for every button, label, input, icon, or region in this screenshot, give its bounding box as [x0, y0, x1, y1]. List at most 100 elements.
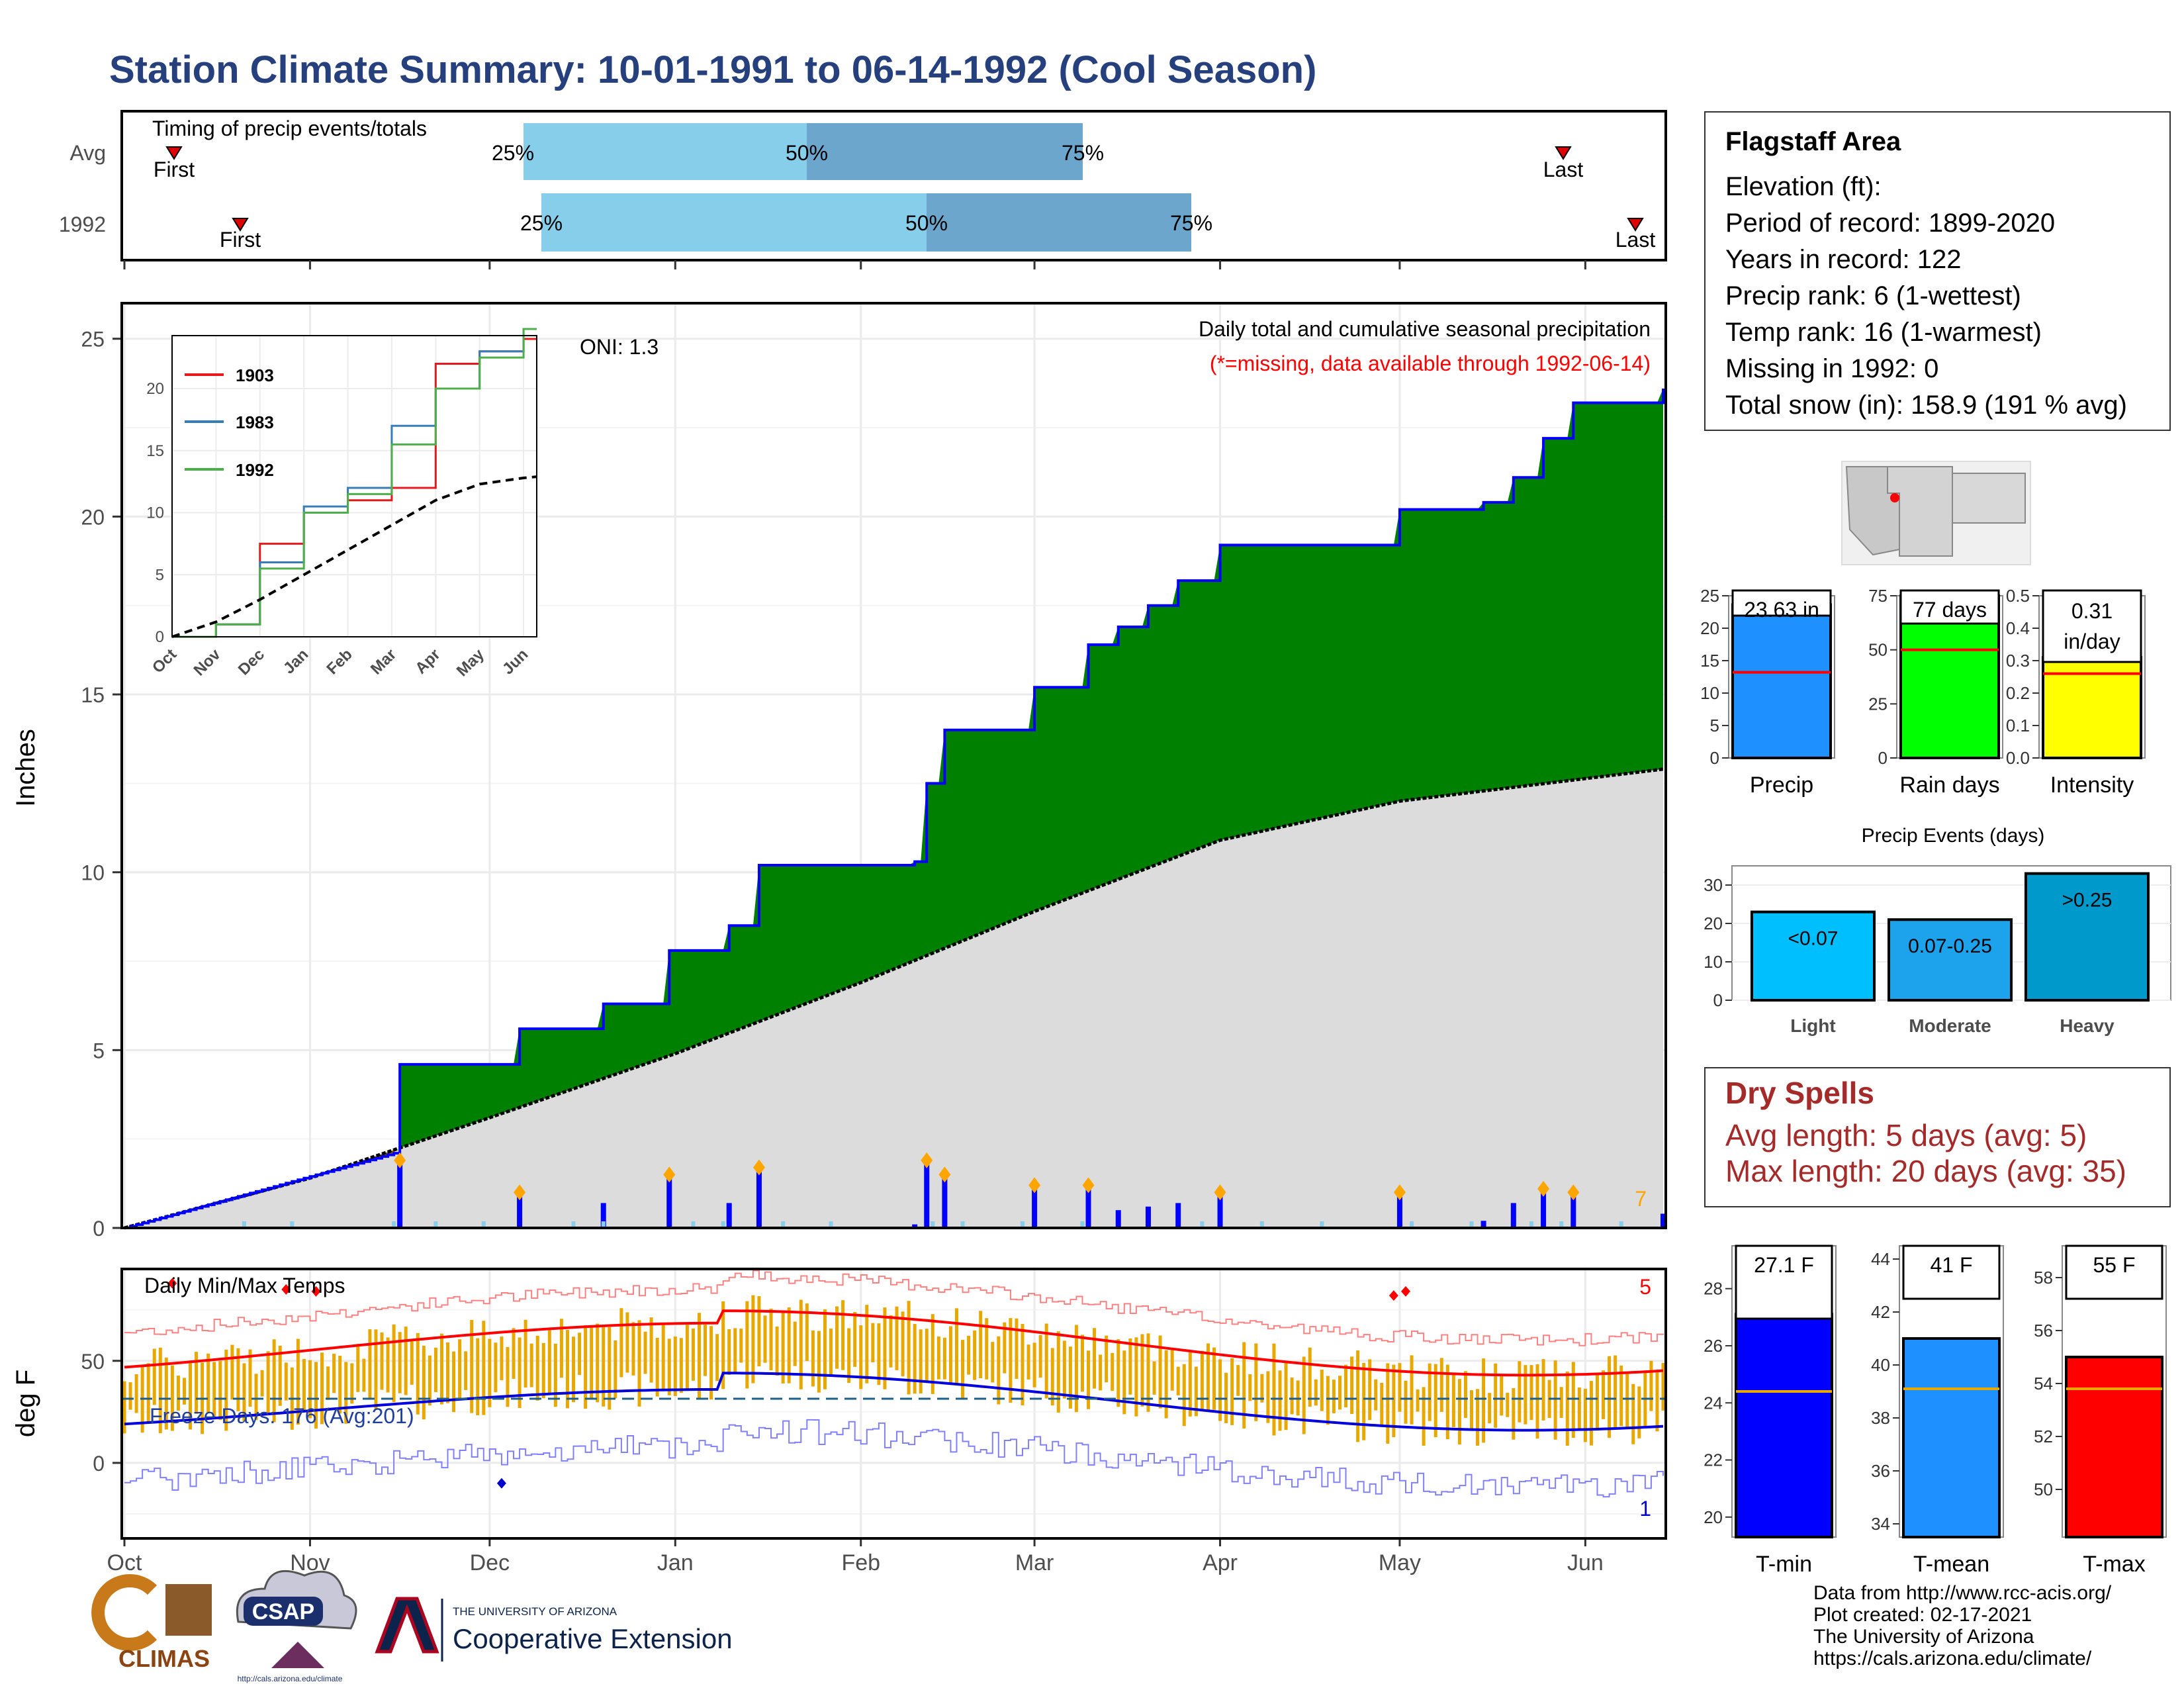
daily-temp-bar	[1476, 1389, 1480, 1446]
daily-temp-bar	[1368, 1359, 1372, 1421]
ua-big-text: Cooperative Extension	[453, 1623, 733, 1654]
inset-series-line	[171, 475, 537, 638]
daily-temp-bar	[871, 1323, 875, 1362]
daily-temp-bar	[1482, 1358, 1486, 1443]
daily-temp-bar	[1272, 1343, 1276, 1436]
inset-frame-bg	[171, 335, 537, 637]
precip-ytick-label: 10	[81, 861, 105, 885]
daily-temp-bar	[895, 1306, 899, 1370]
daily-temp-bar	[332, 1354, 336, 1393]
station-temp-rank: Temp rank: 16 (1-warmest)	[1725, 318, 2042, 347]
daily-temp-bar	[973, 1330, 977, 1380]
precip-ylabel: Inches	[11, 729, 40, 807]
record-high-marker	[1400, 1286, 1410, 1297]
daily-temp-bar	[1068, 1346, 1072, 1409]
daily-temp-bar	[967, 1335, 971, 1375]
events-bar-label: 0.07-0.25	[1908, 935, 1992, 957]
daily-temp-bar	[655, 1337, 659, 1397]
daily-temp-bar	[602, 1326, 606, 1407]
record-max-line	[124, 1270, 1664, 1346]
daily-precip-bar	[756, 1167, 762, 1228]
daily-temp-bar	[1500, 1375, 1504, 1416]
location-map	[1841, 461, 2031, 565]
daily-temp-bar	[278, 1345, 282, 1406]
summary-bar-tick-label: 58	[2034, 1268, 2053, 1288]
summary-bar-tick-label: 38	[1871, 1408, 1890, 1428]
ua-a-mark	[375, 1597, 439, 1654]
daily-temp-bar	[1470, 1390, 1474, 1431]
daily-temp-bar	[1488, 1393, 1492, 1424]
daily-temp-bar	[661, 1323, 665, 1389]
month-label: Feb	[841, 1550, 880, 1575]
daily-temp-bar	[1602, 1370, 1606, 1419]
daily-temp-bar	[1302, 1356, 1306, 1434]
daily-precip-bar-light	[1410, 1221, 1414, 1228]
daily-temp-bar	[1218, 1359, 1222, 1421]
daily-precip-bar	[1085, 1185, 1091, 1228]
daily-temp-bar	[506, 1346, 510, 1407]
daily-temp-bar	[1577, 1387, 1581, 1429]
daily-temp-bar	[877, 1323, 881, 1385]
summary-bar-tick-label: 20	[1704, 1507, 1723, 1527]
summary-bar-value-label: 23.63 in	[1744, 598, 1819, 622]
daily-temp-bar	[1553, 1360, 1557, 1440]
timing-1992-50-75-bar	[927, 193, 1191, 252]
daily-temp-bar	[1038, 1335, 1042, 1378]
station-period: Period of record: 1899-2020	[1725, 209, 2056, 238]
daily-temp-bar	[1188, 1352, 1192, 1417]
inset-ytick-label: 10	[146, 504, 164, 522]
daily-temp-bar	[380, 1332, 384, 1390]
daily-precip-bar	[600, 1203, 606, 1228]
daily-temp-bar	[565, 1330, 569, 1409]
heavy-day-marker	[752, 1159, 765, 1176]
summary-bar-tick-label: 0.5	[2006, 586, 2030, 606]
inset-series-line	[172, 328, 537, 638]
daily-temp-bar	[954, 1308, 958, 1383]
map-state-nm	[1887, 466, 1953, 557]
summary-bar-t-min	[1735, 1313, 1833, 1538]
daily-temp-bar	[476, 1338, 480, 1416]
daily-precip-bar	[1115, 1210, 1121, 1228]
daily-temp-bar	[572, 1336, 576, 1403]
temp-ytick-label: 50	[81, 1350, 105, 1374]
daily-temp-bar	[1356, 1350, 1360, 1442]
legend-label-1992: 1992	[236, 460, 274, 480]
summary-bar-tick-label: 54	[2034, 1374, 2053, 1393]
summary-bar-name: T-mean	[1913, 1552, 1989, 1577]
daily-temp-bar	[847, 1328, 851, 1383]
daily-temp-bar	[1332, 1380, 1336, 1413]
daily-precip-bar-light	[960, 1221, 965, 1228]
daily-temp-bar	[709, 1326, 713, 1400]
daily-temp-bar	[1015, 1318, 1019, 1379]
daily-temp-bar	[1021, 1324, 1024, 1406]
daily-temp-bar	[1236, 1365, 1240, 1396]
credit-plot-created: Plot created: 02-17-2021	[1813, 1604, 2032, 1626]
inset-frame	[171, 335, 537, 637]
timing-avg-50-75-bar	[807, 123, 1083, 180]
heavy-day-marker	[1567, 1184, 1580, 1201]
daily-temp-bar	[757, 1296, 761, 1367]
daily-precip-bar-light	[931, 1221, 935, 1228]
daily-precip-bar-light	[1021, 1221, 1025, 1228]
daily-precip-bar-light	[481, 1221, 486, 1228]
timing-avg-p25: 25%	[492, 141, 534, 165]
daily-temp-bar	[745, 1301, 749, 1389]
summary-bar-tick-label: 36	[1871, 1461, 1890, 1481]
daily-temp-bar	[206, 1353, 210, 1413]
temp-ytick-label: 0	[93, 1452, 105, 1476]
daily-temp-bar	[1105, 1335, 1109, 1383]
dry-spells-box: Dry Spells Avg length: 5 days (avg: 5) M…	[1704, 1067, 2171, 1207]
summary-bar-tick-label: 25	[1700, 586, 1719, 606]
record-high-marker	[281, 1284, 291, 1295]
timing-1992-first-marker-icon	[232, 218, 249, 232]
daily-temp-bar	[254, 1374, 258, 1421]
daily-temp-bar	[176, 1376, 180, 1411]
daily-temp-bar	[853, 1311, 857, 1367]
daily-temp-bar	[1099, 1354, 1103, 1391]
timing-1992-p50: 50%	[905, 211, 948, 235]
daily-temp-bar	[1583, 1388, 1587, 1442]
daily-temp-bar	[1457, 1379, 1461, 1445]
daily-temp-bar	[1619, 1365, 1623, 1427]
heavy-day-marker	[1082, 1177, 1095, 1194]
